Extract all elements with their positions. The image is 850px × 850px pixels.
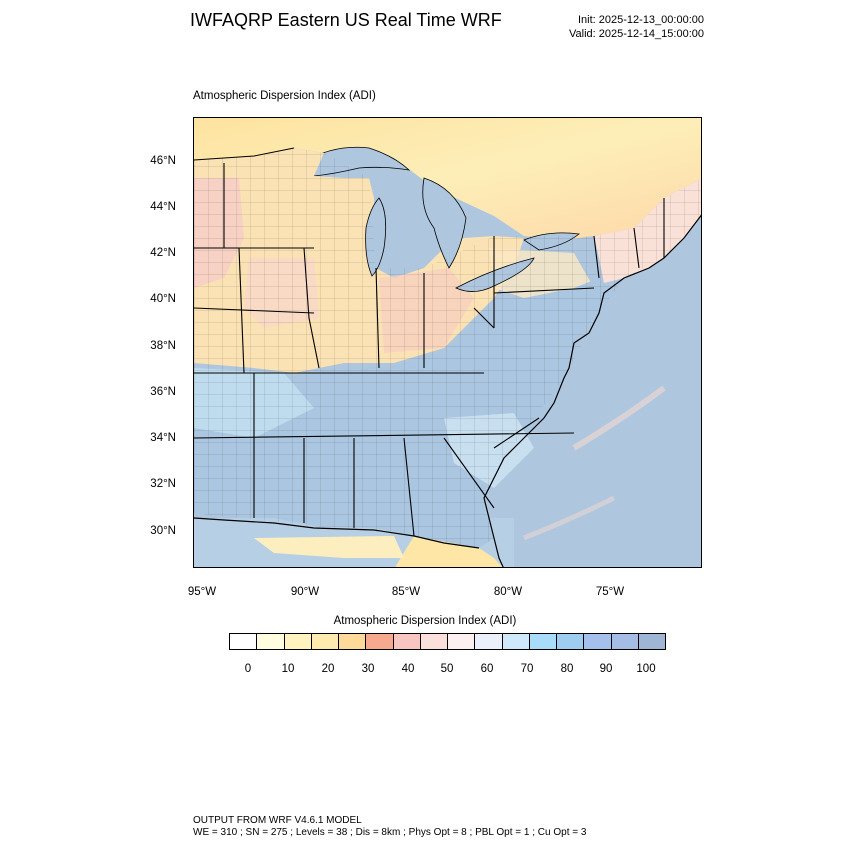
colorbar-label: 30 — [361, 663, 375, 675]
colorbar — [229, 633, 666, 650]
colorbar-swatch — [311, 634, 339, 649]
lat-label: 46°N — [150, 155, 176, 167]
lon-label: 80°W — [493, 586, 523, 598]
colorbar-swatch — [257, 634, 285, 649]
colorbar-label: 40 — [401, 663, 415, 675]
colorbar-swatch — [611, 634, 639, 649]
run-times: Init: 2025-12-13_00:00:00 Valid: 2025-12… — [569, 13, 704, 41]
ocean-streak — [523, 495, 616, 541]
colorbar-swatch — [502, 634, 530, 649]
atlantic-coastline — [483, 214, 701, 567]
gulf-coast-warm — [254, 536, 404, 558]
init-time: Init: 2025-12-13_00:00:00 — [578, 14, 704, 26]
lon-label: 90°W — [290, 586, 320, 598]
colorbar-swatch — [448, 634, 476, 649]
canada-land — [194, 118, 701, 240]
colorbar-swatch — [420, 634, 448, 649]
model-footer: OUTPUT FROM WRF V4.6.1 MODEL WE = 310 ; … — [193, 815, 586, 839]
lat-label: 32°N — [150, 478, 176, 490]
colorbar-swatch — [366, 634, 394, 649]
colorbar-swatch — [557, 634, 585, 649]
lat-label: 42°N — [150, 247, 176, 259]
colorbar-label: 100 — [636, 663, 656, 675]
lat-label: 34°N — [150, 432, 176, 444]
map-subtitle: Atmospheric Dispersion Index (ADI) — [193, 90, 376, 102]
lat-label: 44°N — [150, 201, 176, 213]
adi-map — [194, 118, 701, 567]
footer-line-2: WE = 310 ; SN = 275 ; Levels = 38 ; Dis … — [193, 827, 587, 838]
lat-label: 40°N — [150, 293, 176, 305]
lon-label: 95°W — [187, 586, 217, 598]
lon-label: 75°W — [595, 586, 625, 598]
county-grid — [194, 148, 701, 548]
colorbar-swatch — [529, 634, 557, 649]
colorbar-label: 90 — [599, 663, 613, 675]
colorbar-swatch — [230, 634, 258, 649]
lat-label: 36°N — [150, 386, 176, 398]
colorbar-label: 50 — [440, 663, 454, 675]
state-borders — [194, 147, 665, 537]
colorbar-label: 20 — [321, 663, 335, 675]
map-title: IWFAQRP Eastern US Real Time WRF — [190, 10, 502, 30]
colorbar-swatch — [393, 634, 421, 649]
ocean-streak — [572, 385, 666, 451]
lat-label: 30°N — [150, 525, 176, 537]
colorbar-label: 70 — [520, 663, 534, 675]
colorbar-label: 80 — [560, 663, 574, 675]
florida-land — [395, 536, 503, 567]
colorbar-label: 10 — [281, 663, 295, 675]
colorbar-swatch — [584, 634, 612, 649]
colorbar-swatch — [475, 634, 503, 649]
colorbar-swatch — [284, 634, 312, 649]
colorbar-swatch — [339, 634, 367, 649]
colorbar-title: Atmospheric Dispersion Index (ADI) — [333, 615, 517, 627]
footer-line-1: OUTPUT FROM WRF V4.6.1 MODEL — [193, 815, 362, 826]
valid-time: Valid: 2025-12-14_15:00:00 — [569, 28, 704, 40]
map-panel — [193, 117, 702, 568]
colorbar-label: 60 — [480, 663, 494, 675]
colorbar-label: 0 — [244, 663, 252, 675]
gulf-coastline — [194, 517, 480, 549]
lon-label: 85°W — [391, 586, 421, 598]
colorbar-swatch — [638, 634, 665, 649]
lat-label: 38°N — [150, 340, 176, 352]
